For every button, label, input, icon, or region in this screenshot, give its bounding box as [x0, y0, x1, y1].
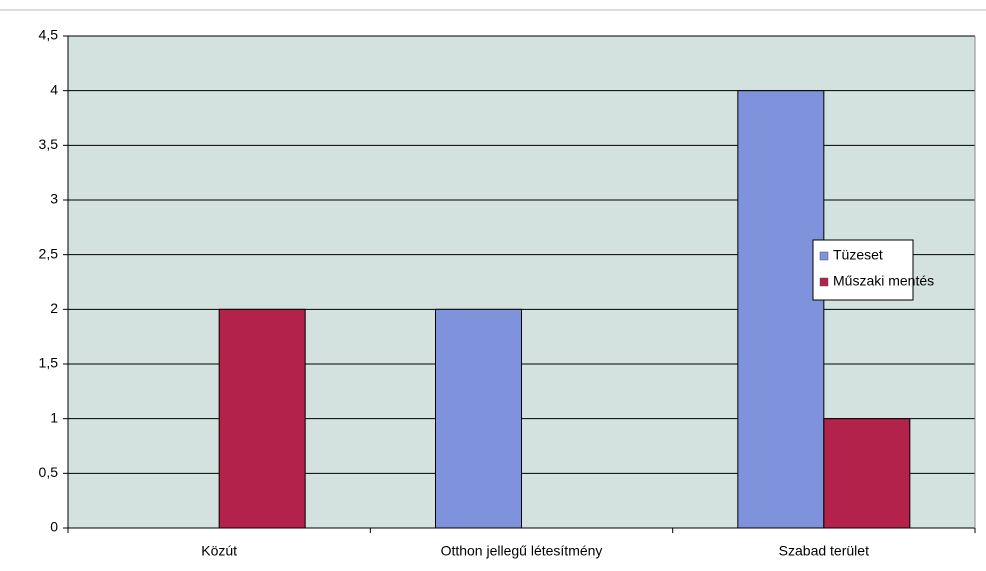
bar [435, 308, 522, 529]
legend-label: Műszaki mentés [833, 273, 934, 289]
y-tick-label: 4,5 [39, 27, 59, 43]
y-tick-label: 2 [50, 300, 58, 316]
y-tick-label: 4 [50, 81, 58, 97]
legend-swatch [819, 277, 829, 287]
legend-box [812, 239, 914, 301]
x-tick-label: Közút [201, 543, 237, 559]
y-tick-label: 1 [50, 409, 58, 425]
y-tick-label: 0,5 [39, 464, 59, 480]
bar [823, 418, 911, 529]
y-tick-label: 0 [50, 519, 58, 535]
y-tick-label: 3 [50, 191, 58, 207]
legend-swatch [819, 251, 829, 261]
legend-label: Tüzeset [833, 247, 883, 263]
y-tick-label: 2,5 [39, 245, 59, 261]
x-tick-label: Szabad terület [779, 543, 869, 559]
bar [218, 308, 306, 529]
y-tick-label: 1,5 [39, 355, 59, 371]
y-tick-label: 3,5 [39, 136, 59, 152]
bar [737, 90, 825, 529]
x-tick-label: Otthon jellegű létesítmény [441, 543, 603, 559]
